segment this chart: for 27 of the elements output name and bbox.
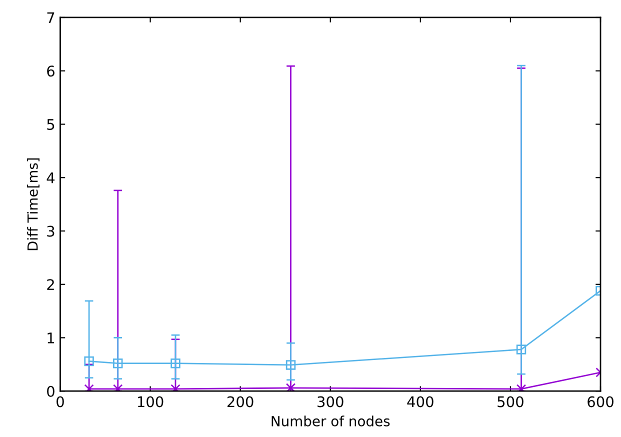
point	[113, 358, 123, 368]
point	[516, 384, 526, 392]
point	[84, 356, 94, 366]
y-tick-label: 0	[47, 386, 54, 397]
y-tick-label: 3	[47, 226, 54, 237]
x-tick-label: 300	[318, 396, 344, 408]
x-tick-label: 500	[498, 396, 524, 408]
point	[84, 384, 94, 392]
point	[113, 384, 123, 392]
point	[286, 383, 296, 392]
point	[170, 358, 180, 368]
y-tick-label: 5	[47, 119, 54, 130]
y-tick-label: 4	[46, 172, 55, 184]
point	[516, 344, 526, 354]
point	[170, 384, 180, 392]
y-tick-label: 7	[47, 12, 54, 24]
x-tick-label: 200	[227, 396, 254, 408]
y-tick-label: 2	[47, 279, 54, 290]
x-tick-label: 0	[56, 396, 64, 408]
y-tick-label: 6	[47, 66, 54, 77]
point	[286, 360, 296, 370]
y-tick-label: 1	[48, 332, 54, 344]
x-tick-label: 600	[588, 396, 614, 408]
x-axis-title: Number of nodes	[272, 416, 390, 426]
x-tick-label: 100	[138, 396, 164, 408]
x-tick-label: 400	[407, 396, 434, 408]
y-axis-title: Diff Time[ms]	[27, 158, 40, 250]
